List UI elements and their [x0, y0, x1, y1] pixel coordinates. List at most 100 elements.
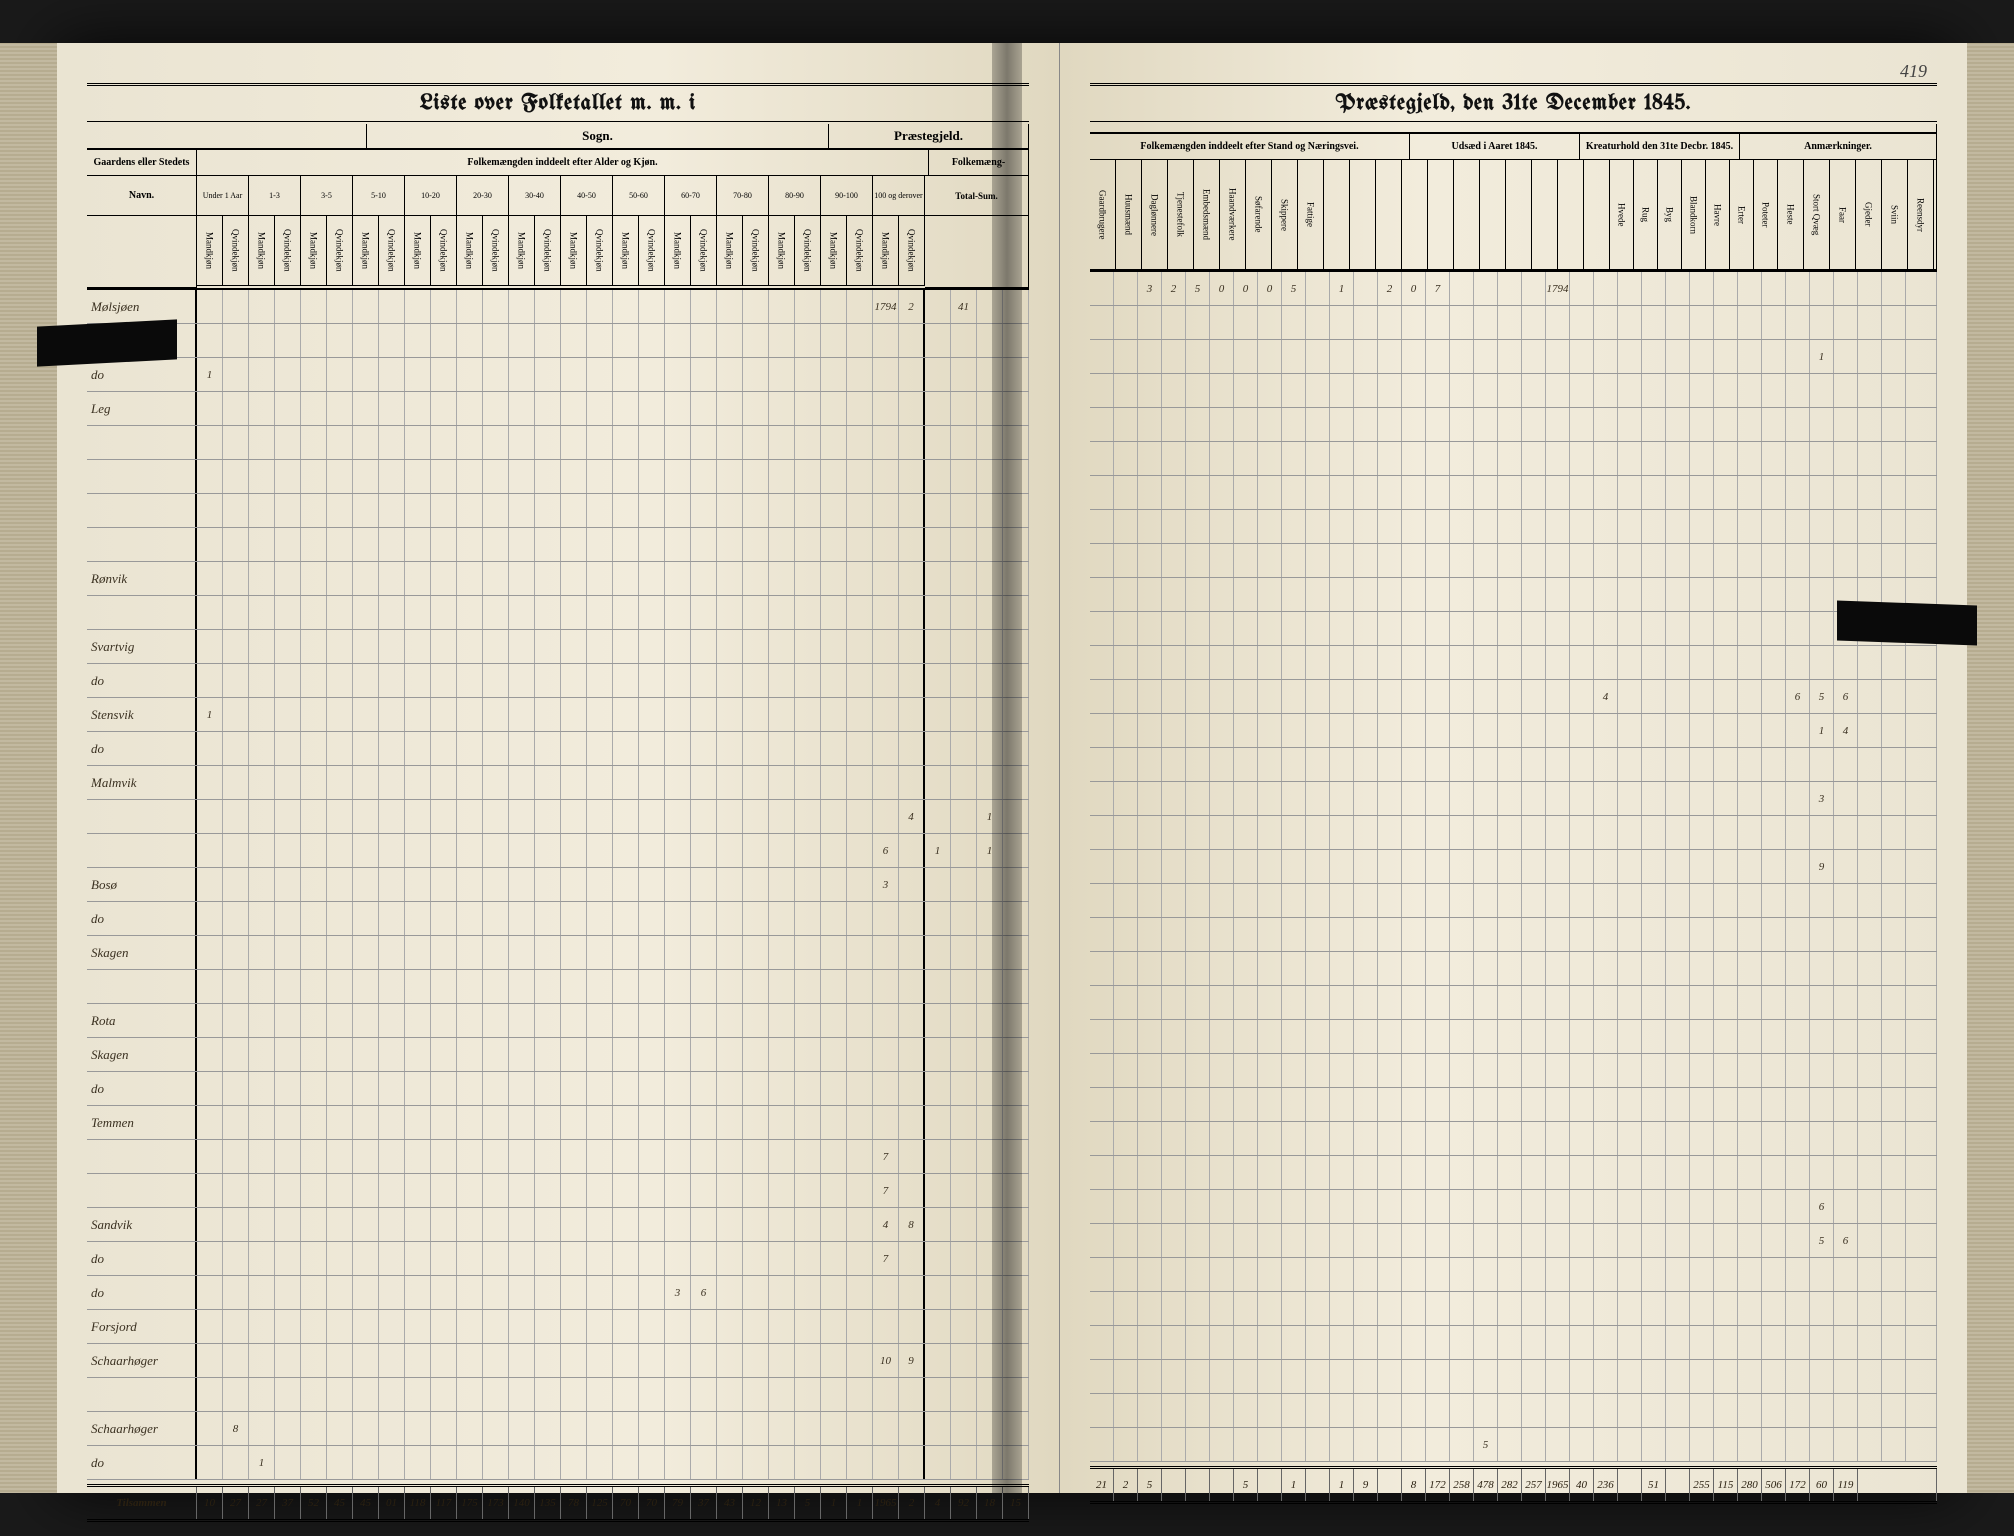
cell	[1090, 1292, 1114, 1325]
cell	[665, 1378, 691, 1411]
cell	[561, 1140, 587, 1173]
cell	[665, 596, 691, 629]
cell	[925, 800, 951, 833]
cell	[197, 1276, 223, 1309]
cell	[977, 1344, 1003, 1377]
cell	[405, 732, 431, 765]
cell	[1402, 1360, 1426, 1393]
data-row: Stensvik1	[87, 698, 1029, 732]
cell	[1354, 918, 1378, 951]
cell	[1810, 476, 1834, 509]
cell	[1714, 1190, 1738, 1223]
cell	[769, 732, 795, 765]
cell	[1522, 1088, 1546, 1121]
data-row: 7	[87, 1140, 1029, 1174]
cell	[691, 596, 717, 629]
cell	[769, 1038, 795, 1071]
cell	[873, 766, 899, 799]
cell	[1330, 1020, 1354, 1053]
cell	[1114, 646, 1138, 679]
cell	[691, 766, 717, 799]
cell	[1786, 952, 1810, 985]
cell	[795, 1412, 821, 1445]
cell	[717, 1106, 743, 1139]
cell: 1	[249, 1446, 275, 1479]
cell	[483, 936, 509, 969]
cell	[847, 1140, 873, 1173]
cell	[1546, 1428, 1570, 1461]
cell	[275, 596, 301, 629]
cell	[769, 1276, 795, 1309]
place-name: Schaarhøger	[87, 1344, 197, 1377]
cell	[925, 1412, 951, 1445]
cell	[587, 1412, 613, 1445]
cell	[1330, 782, 1354, 815]
cell	[1810, 442, 1834, 475]
cell	[249, 1344, 275, 1377]
cell	[925, 664, 951, 697]
cell	[1234, 544, 1258, 577]
cell	[1522, 884, 1546, 917]
cell	[1834, 1122, 1858, 1155]
total-cell: 258	[1450, 1469, 1474, 1501]
cell	[1162, 748, 1186, 781]
cell	[613, 732, 639, 765]
cell	[509, 1412, 535, 1445]
cell	[223, 1106, 249, 1139]
place-name: do	[87, 1276, 197, 1309]
cell	[1186, 1428, 1210, 1461]
data-row: Rota	[87, 1004, 1029, 1038]
cell	[1714, 612, 1738, 645]
cell	[1786, 1156, 1810, 1189]
cell	[1522, 850, 1546, 883]
cell	[1786, 782, 1810, 815]
cell	[1234, 986, 1258, 1019]
cell	[249, 1242, 275, 1275]
cell	[795, 1174, 821, 1207]
cell: 1	[1810, 340, 1834, 373]
cell	[1258, 1088, 1282, 1121]
cell	[1666, 986, 1690, 1019]
cell	[1594, 1292, 1618, 1325]
cell	[275, 630, 301, 663]
cell	[1162, 1394, 1186, 1427]
cell	[1786, 1122, 1810, 1155]
cell	[561, 494, 587, 527]
cell	[1666, 782, 1690, 815]
cell	[1234, 1292, 1258, 1325]
cell	[1690, 1292, 1714, 1325]
cell	[873, 426, 899, 459]
cell	[1354, 1394, 1378, 1427]
cell	[665, 766, 691, 799]
cell	[1714, 952, 1738, 985]
cell	[1762, 1190, 1786, 1223]
cell	[613, 460, 639, 493]
hdr-sub-13-1: Qvindekjøn	[899, 216, 925, 286]
cell	[717, 970, 743, 1003]
cell	[587, 1140, 613, 1173]
cell	[457, 1276, 483, 1309]
cell	[327, 970, 353, 1003]
cell	[1690, 782, 1714, 815]
cell	[925, 1038, 951, 1071]
cell	[1786, 1190, 1810, 1223]
remarks-cell	[1906, 1190, 1937, 1223]
cell	[1306, 1360, 1330, 1393]
cell	[249, 902, 275, 935]
cell	[1786, 714, 1810, 747]
cell	[1090, 1258, 1114, 1291]
cell	[977, 1208, 1003, 1241]
cell	[327, 800, 353, 833]
cell	[405, 1446, 431, 1479]
cell	[1666, 476, 1690, 509]
cell	[275, 1106, 301, 1139]
cell	[795, 766, 821, 799]
cell	[1810, 1326, 1834, 1359]
hdr-sub-6-1: Qvindekjøn	[535, 216, 561, 286]
cell	[249, 834, 275, 867]
cell	[1330, 1258, 1354, 1291]
cell	[483, 1310, 509, 1343]
cell	[1834, 408, 1858, 441]
cell	[821, 392, 847, 425]
cell	[1258, 986, 1282, 1019]
